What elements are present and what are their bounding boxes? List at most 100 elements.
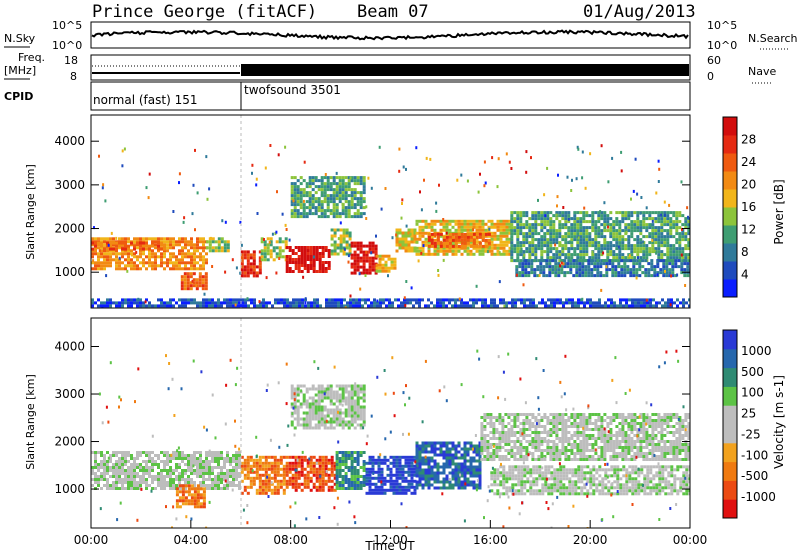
power-cell <box>246 253 250 257</box>
velocity-cell <box>442 486 446 490</box>
power-cell <box>413 246 417 250</box>
velocity-cell <box>398 464 402 468</box>
power-scatter-cell <box>240 243 243 247</box>
power-scatter-cell <box>409 232 412 236</box>
velocity-cell <box>145 463 148 466</box>
power-cell <box>280 301 283 305</box>
velocity-cell <box>187 460 190 463</box>
power-cell <box>127 261 130 265</box>
velocity-cell <box>483 437 487 440</box>
power-cell <box>549 241 553 245</box>
velocity-cell <box>282 467 286 471</box>
velocity-cell <box>427 465 431 469</box>
power-cell <box>552 232 556 236</box>
power-cell <box>201 284 205 288</box>
power-cell <box>513 229 517 233</box>
velocity-cell <box>190 481 193 484</box>
power-cell <box>353 262 357 266</box>
power-cell <box>614 259 618 263</box>
power-scatter-cell <box>339 221 342 225</box>
power-cell <box>195 281 199 285</box>
velocity-cell <box>226 460 229 463</box>
velocity-cell <box>300 461 304 465</box>
power-cell <box>513 217 517 221</box>
power-cell <box>546 220 550 224</box>
velocity-cell <box>454 468 458 472</box>
velocity-cell <box>321 464 325 468</box>
power-cell <box>588 244 592 248</box>
power-cell <box>187 252 190 256</box>
power-cell <box>620 274 624 278</box>
velocity-cell <box>181 484 185 488</box>
power-cell <box>275 240 279 244</box>
power-cell <box>187 240 190 244</box>
power-cell <box>609 226 613 230</box>
power-cell <box>353 244 357 248</box>
velocity-cell <box>190 493 194 497</box>
power-cell <box>198 281 202 285</box>
power-cell <box>630 244 634 248</box>
power-cell <box>298 301 301 305</box>
power-cell <box>519 229 523 233</box>
power-cell <box>172 237 175 241</box>
power-cell <box>585 214 589 218</box>
power-cell <box>204 272 208 276</box>
power-cell <box>297 270 301 273</box>
power-cell <box>327 264 331 267</box>
power-cell <box>484 249 488 253</box>
power-cell <box>516 223 520 227</box>
power-cell <box>335 215 339 219</box>
velocity-cell <box>448 453 452 457</box>
power-cell <box>169 243 172 247</box>
power-scatter-cell <box>496 185 499 189</box>
power-cell <box>190 258 193 262</box>
power-cell <box>160 264 163 268</box>
power-cell <box>537 247 541 251</box>
power-cell <box>513 259 517 263</box>
velocity-cell <box>516 416 520 419</box>
velocity-cell <box>472 486 476 490</box>
power-cell <box>454 232 458 236</box>
power-cell <box>635 262 639 266</box>
power-cell <box>374 271 378 275</box>
power-cell <box>619 298 622 302</box>
power-cell <box>663 244 667 248</box>
velocity-cell <box>392 491 396 495</box>
power-scatter-cell <box>285 228 288 231</box>
power-cell <box>576 253 580 257</box>
velocity-cell <box>333 473 337 477</box>
velocity-cell <box>445 444 449 448</box>
power-cell <box>654 220 658 224</box>
power-scatter-cell <box>194 228 196 232</box>
velocity-cell <box>486 446 490 449</box>
velocity-cell <box>193 499 197 503</box>
power-cell <box>548 265 552 269</box>
power-cell <box>454 228 458 232</box>
velocity-cell <box>330 470 334 474</box>
power-cell <box>539 259 543 263</box>
velocity-cell <box>181 475 184 478</box>
velocity-cell <box>175 466 178 469</box>
velocity-cell <box>211 451 214 454</box>
velocity-cell <box>427 441 431 445</box>
power-colorbar <box>722 116 738 298</box>
power-cell <box>410 246 414 250</box>
velocity-cell <box>315 467 319 471</box>
power-scatter-cell <box>172 210 175 213</box>
power-cell <box>496 304 499 308</box>
velocity-cell <box>451 459 455 463</box>
power-cell <box>590 268 594 272</box>
velocity-cell <box>238 454 241 457</box>
power-cell <box>681 250 685 254</box>
power-cell <box>448 232 452 236</box>
power-cell <box>663 253 667 257</box>
power-cell <box>442 249 446 253</box>
power-cell <box>430 219 434 223</box>
power-scatter-cell <box>183 216 186 220</box>
velocity-cell <box>519 452 523 455</box>
velocity-cell <box>442 441 446 445</box>
power-cell <box>350 244 354 248</box>
power-cell <box>338 182 342 186</box>
velocity-cell <box>454 483 458 487</box>
power-cell <box>660 223 664 227</box>
